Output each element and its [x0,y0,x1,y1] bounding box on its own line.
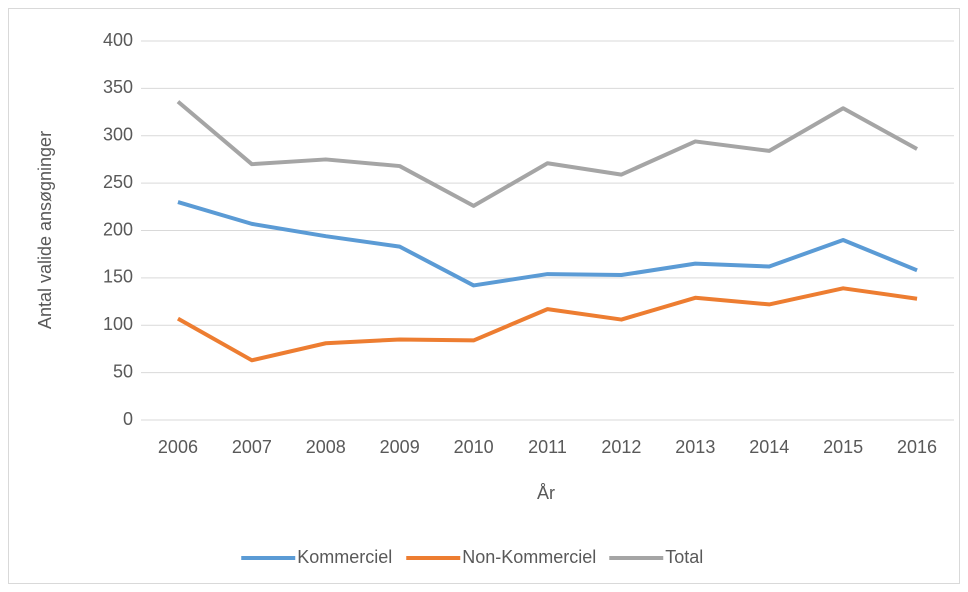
x-tick-label: 2011 [528,437,567,457]
series-line [177,200,918,288]
y-tick-label: 250 [103,172,133,192]
x-tick-label: 2015 [823,437,863,457]
y-tick-label: 150 [103,267,133,287]
x-axis-label: År [537,483,555,503]
y-axis-label: Antal valide ansøgninger [35,131,55,329]
legend-label: Total [665,547,703,567]
x-tick-label: 2009 [380,437,420,457]
legend-label: Non-Kommerciel [462,547,596,567]
x-tick-label: 2012 [601,437,641,457]
x-tick-label: 2006 [158,437,198,457]
y-tick-label: 300 [103,125,133,145]
y-tick-label: 50 [113,361,133,381]
x-tick-label: 2014 [749,437,789,457]
x-tick-label: 2016 [897,437,937,457]
series-line [176,286,918,363]
y-tick-label: 0 [123,409,133,429]
y-tick-label: 200 [103,219,133,239]
y-tick-label: 350 [103,77,133,97]
legend-label: Kommerciel [297,547,392,567]
y-tick-label: 100 [103,314,133,334]
x-tick-label: 2008 [306,437,346,457]
x-tick-label: 2007 [232,437,272,457]
x-tick-label: 2010 [454,437,494,457]
series-line [176,100,919,208]
y-tick-label: 400 [103,30,133,50]
x-tick-label: 2013 [675,437,715,457]
